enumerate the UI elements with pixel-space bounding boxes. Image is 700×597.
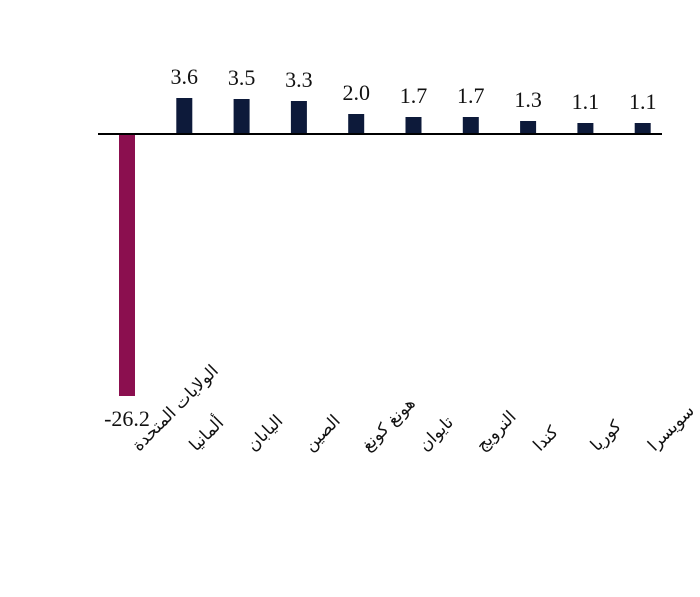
bar: [119, 134, 135, 396]
value-label: -26.2: [104, 406, 150, 431]
category-label: اليابان: [243, 411, 287, 455]
value-label: 2.0: [342, 80, 370, 105]
category-label: الصين: [300, 411, 344, 455]
bar: [176, 98, 193, 134]
value-label: 1.3: [514, 87, 542, 112]
bar: [577, 123, 594, 134]
value-label: 1.1: [572, 89, 600, 114]
bar: [462, 117, 479, 134]
bar: [290, 101, 307, 134]
bar: [348, 114, 365, 134]
category-label: كوريا: [587, 416, 627, 456]
value-labels: -26.2 3.6 3.5 3.3 2.0 1.7 1.7 1.3 1.1 1.1: [104, 64, 656, 431]
category-label: النرويج: [472, 407, 520, 455]
bars: [119, 98, 651, 396]
bar: [634, 123, 651, 134]
value-label: 3.5: [228, 65, 256, 90]
category-label: ألمانيا: [184, 412, 228, 456]
bar: [520, 121, 537, 134]
bar: [233, 99, 250, 134]
value-label: 3.3: [285, 67, 313, 92]
category-label: تايوان: [415, 412, 458, 455]
value-label: 3.6: [171, 64, 199, 89]
value-label: 1.1: [629, 89, 657, 114]
category-label: هونغ كونغ: [358, 394, 420, 456]
category-label: سويسرا: [644, 401, 698, 455]
value-label: 1.7: [457, 83, 485, 108]
bar: [405, 117, 422, 134]
value-label: 1.7: [400, 83, 428, 108]
category-label: كندا: [529, 422, 563, 456]
